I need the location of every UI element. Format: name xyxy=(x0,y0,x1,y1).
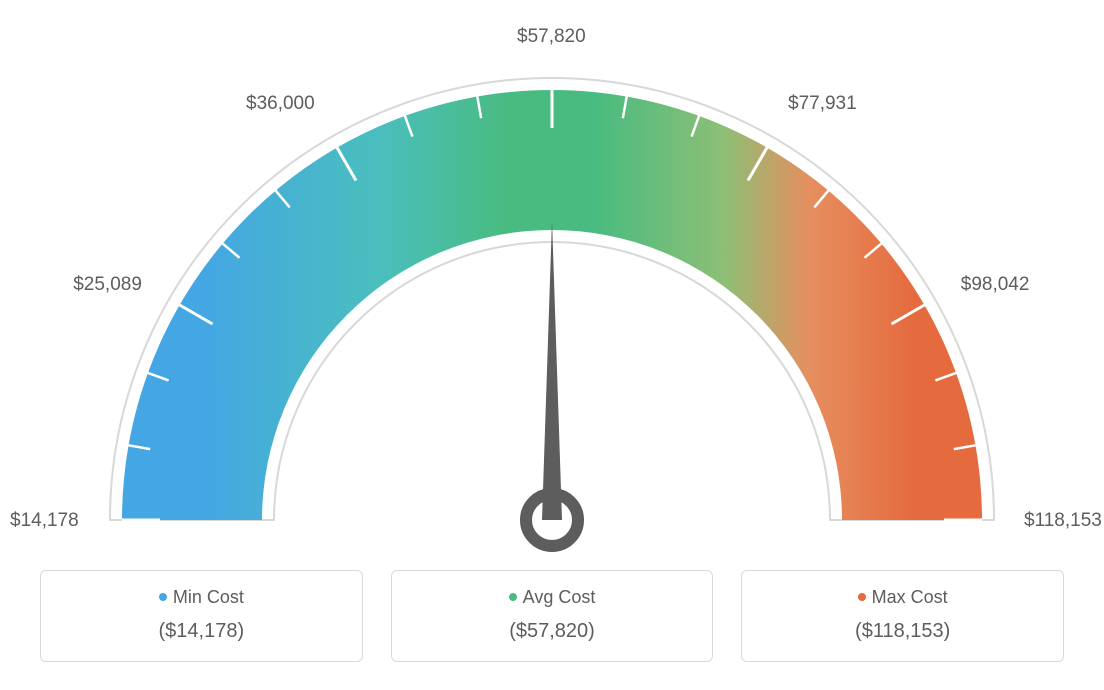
gauge-tick-label: $77,931 xyxy=(788,93,857,115)
gauge-tick-label: $36,000 xyxy=(246,93,315,115)
cost-gauge xyxy=(0,0,1104,560)
gauge-tick-label: $98,042 xyxy=(961,274,1030,296)
min-cost-title: Min Cost xyxy=(41,587,362,608)
min-cost-card: Min Cost ($14,178) xyxy=(40,570,363,662)
min-cost-label: Min Cost xyxy=(173,587,244,607)
gauge-tick-label: $14,178 xyxy=(10,510,79,532)
avg-cost-card: Avg Cost ($57,820) xyxy=(391,570,714,662)
gauge-tick-label: $25,089 xyxy=(73,274,142,296)
avg-cost-label: Avg Cost xyxy=(523,587,596,607)
avg-cost-value: ($57,820) xyxy=(392,620,713,643)
min-cost-value: ($14,178) xyxy=(41,620,362,643)
gauge-tick-label: $118,153 xyxy=(1024,510,1102,532)
gauge-tick-label: $57,820 xyxy=(517,26,586,48)
dot-icon xyxy=(509,593,517,601)
dot-icon xyxy=(858,593,866,601)
gauge-needle xyxy=(542,220,562,520)
max-cost-label: Max Cost xyxy=(872,587,948,607)
avg-cost-title: Avg Cost xyxy=(392,587,713,608)
dot-icon xyxy=(159,593,167,601)
max-cost-title: Max Cost xyxy=(742,587,1063,608)
summary-cards: Min Cost ($14,178) Avg Cost ($57,820) Ma… xyxy=(40,570,1064,662)
max-cost-card: Max Cost ($118,153) xyxy=(741,570,1064,662)
max-cost-value: ($118,153) xyxy=(742,620,1063,643)
